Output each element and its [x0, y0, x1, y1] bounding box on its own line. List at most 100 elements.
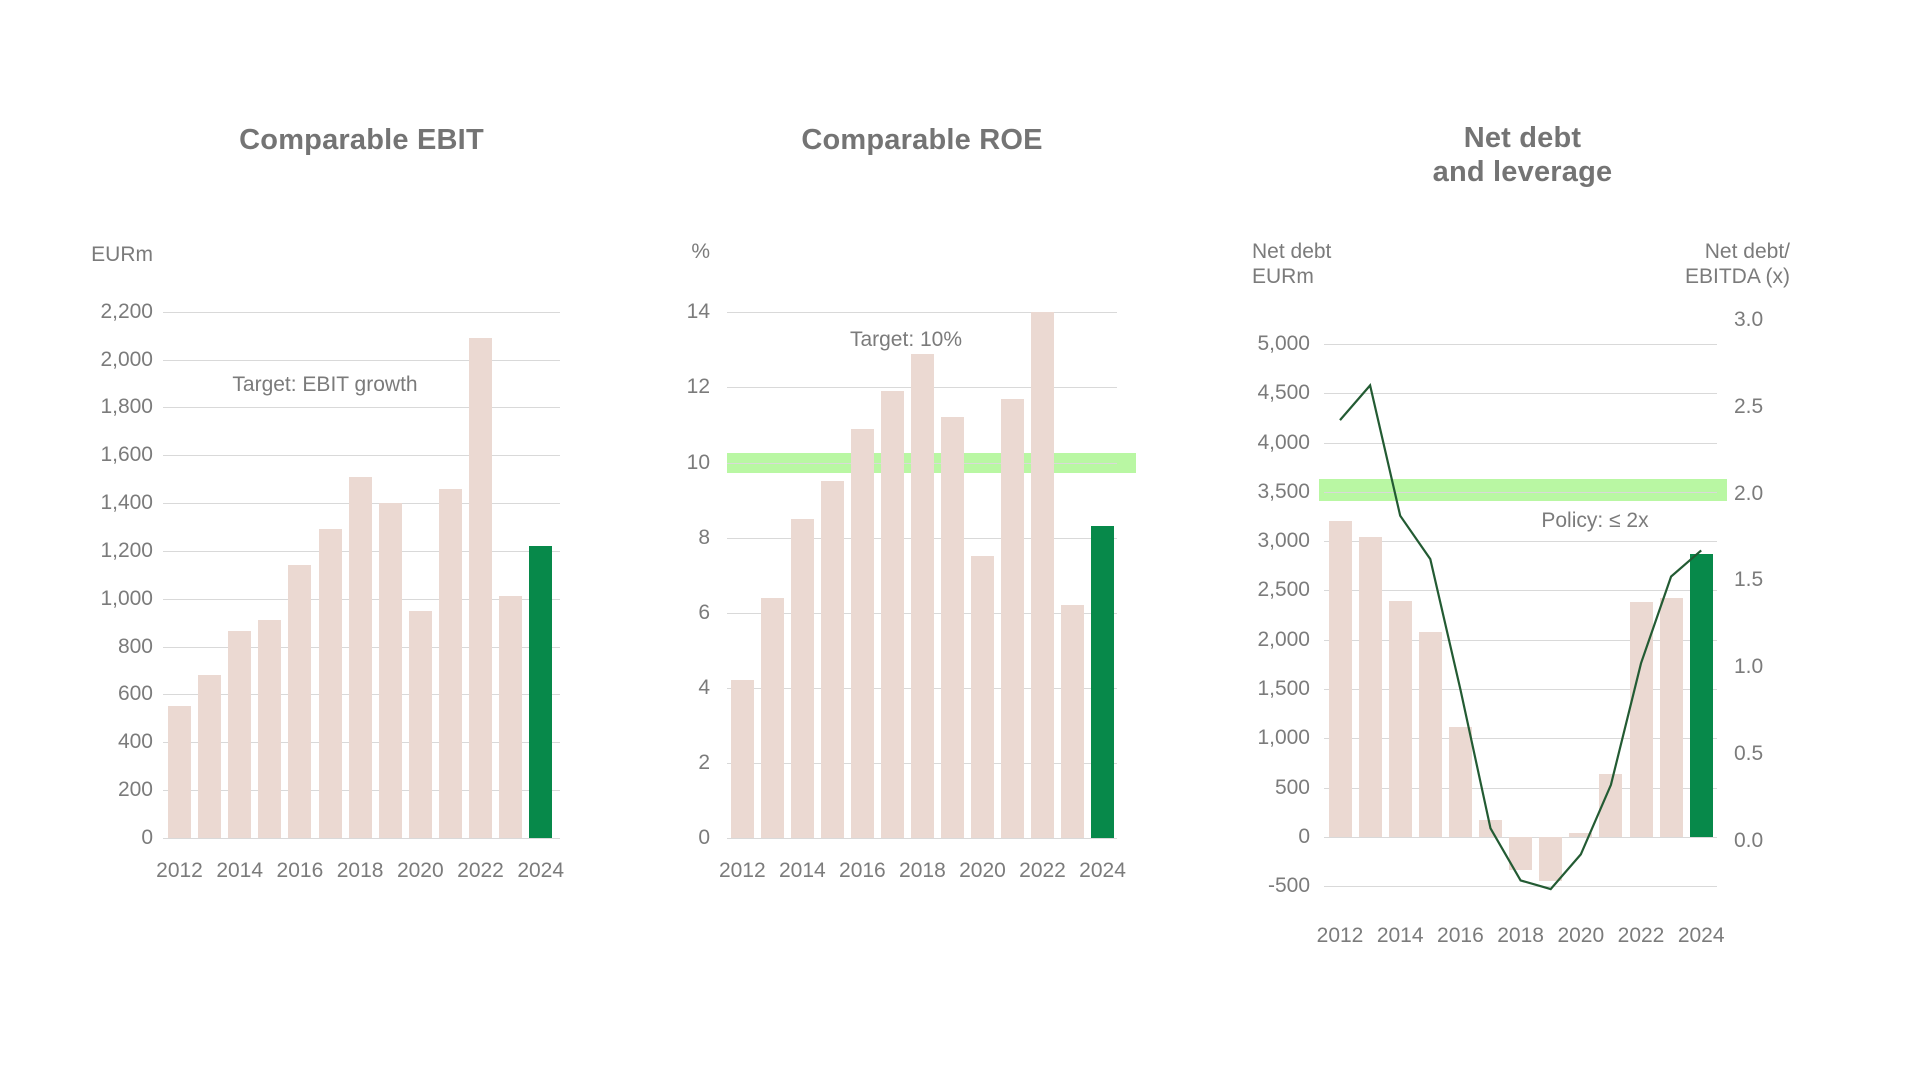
bar — [438, 488, 462, 838]
x-tick-label: 2014 — [1376, 924, 1424, 947]
y-axis-unit-label-ebit: EURm — [91, 243, 153, 266]
x-tick-label: 2018 — [899, 859, 946, 882]
gridline — [1324, 886, 1717, 888]
y-tick-label: 2 — [698, 750, 710, 774]
bar — [1388, 601, 1412, 837]
gridline — [163, 407, 560, 409]
y-tick-label: 800 — [117, 634, 153, 658]
right-y-tick-label: 3.0 — [1734, 307, 1764, 331]
x-tick-label: 2016 — [839, 859, 886, 882]
gridline — [1324, 442, 1717, 444]
right-y-tick-label: 0.5 — [1734, 742, 1764, 766]
y-tick-label: 1,200 — [100, 538, 153, 562]
x-tick-label: 2012 — [718, 859, 766, 882]
x-tick-label: 2022 — [1019, 859, 1066, 882]
x-tick-label: 2022 — [457, 859, 504, 882]
bar — [910, 353, 934, 838]
right-y-tick-label: 1.0 — [1734, 655, 1764, 679]
bar — [378, 503, 402, 838]
bar — [408, 610, 432, 838]
x-tick-label: 2016 — [1437, 924, 1484, 947]
right-y-tick-label: 1.5 — [1734, 568, 1764, 592]
bar — [1418, 631, 1442, 837]
x-tick-label: 2024 — [1677, 924, 1725, 947]
y-tick-label: 1,500 — [1257, 677, 1310, 701]
y-tick-label: 1,000 — [1257, 726, 1310, 750]
y-tick-label: 400 — [117, 730, 153, 754]
left-axis-label-net-debt: Net debt EURm — [1252, 240, 1332, 288]
y-tick-label: 4,500 — [1257, 381, 1310, 405]
y-axis-unit-label-roe: % — [691, 240, 710, 263]
bar-current-year — [1689, 553, 1713, 837]
y-tick-label: 0 — [141, 826, 153, 849]
gridline — [1324, 541, 1717, 543]
y-tick-label: 2,000 — [1257, 627, 1310, 651]
right-y-tick-label: 0.0 — [1734, 829, 1764, 852]
y-tick-label: 12 — [686, 375, 710, 399]
bar — [469, 338, 492, 838]
right-axis-label-net-debt-ebitda: Net debt/ EBITDA (x) — [1684, 240, 1790, 288]
x-tick-label: 2016 — [276, 859, 324, 882]
bar — [1659, 598, 1683, 837]
chart-title-roe: Comparable ROE — [801, 124, 1043, 157]
y-tick-label: -500 — [1267, 874, 1310, 898]
bar — [730, 680, 754, 838]
bar — [1328, 521, 1352, 837]
gridline — [1324, 689, 1717, 691]
gridline — [163, 359, 560, 361]
bar — [318, 529, 342, 838]
gridline — [1324, 738, 1717, 740]
x-tick-label: 2014 — [778, 859, 826, 882]
y-tick-label: 4,000 — [1257, 430, 1310, 454]
y-tick-label: 1,600 — [100, 443, 153, 467]
bar — [820, 481, 844, 838]
y-tick-label: 0 — [698, 826, 710, 849]
bar — [790, 518, 814, 838]
x-tick-label: 2012 — [156, 859, 203, 882]
right-y-tick-label: 2.5 — [1734, 394, 1764, 418]
gridline — [727, 312, 1117, 314]
gridline — [163, 311, 560, 313]
gridline — [1324, 787, 1717, 789]
bar — [1000, 398, 1024, 838]
y-tick-label: 1,000 — [100, 586, 153, 610]
y-tick-label: 1,800 — [100, 395, 153, 419]
gridline — [1324, 491, 1717, 493]
y-tick-label: 6 — [698, 600, 710, 624]
bar — [288, 565, 312, 838]
target-annotation-ebit: Target: EBIT growth — [232, 373, 418, 396]
chart-title-net-debt: Net debt and leverage — [1432, 122, 1613, 189]
bar — [1599, 773, 1623, 837]
x-tick-label: 2018 — [336, 859, 384, 882]
target-annotation-roe: Target: 10% — [849, 328, 963, 351]
y-tick-label: 500 — [1274, 775, 1310, 799]
bar — [198, 675, 222, 838]
bar-current-year — [529, 546, 553, 838]
bar — [1509, 837, 1533, 870]
bar — [1061, 605, 1085, 838]
bar — [1539, 837, 1563, 882]
bar — [880, 391, 904, 838]
bar — [499, 596, 523, 838]
x-tick-label: 2014 — [216, 859, 264, 882]
bar — [1031, 312, 1054, 838]
bar — [970, 556, 994, 838]
gridline — [163, 838, 560, 839]
x-tick-label: 2020 — [1557, 924, 1605, 947]
y-tick-label: 2,000 — [100, 347, 153, 371]
right-y-tick-label: 2.0 — [1734, 481, 1764, 505]
chart-title-ebit: Comparable EBIT — [239, 124, 484, 157]
gridline — [1324, 393, 1717, 395]
y-tick-label: 8 — [698, 525, 710, 549]
bar — [1479, 820, 1502, 837]
y-tick-label: 3,000 — [1257, 529, 1310, 553]
target-band — [1319, 478, 1727, 501]
policy-annotation-net-debt: Policy: ≤ 2x — [1541, 509, 1649, 532]
bar — [228, 631, 252, 838]
gridline — [727, 838, 1117, 839]
bar — [348, 476, 372, 838]
bar — [1448, 726, 1472, 837]
x-tick-label: 2020 — [959, 859, 1006, 882]
y-tick-label: 3,500 — [1257, 479, 1310, 503]
